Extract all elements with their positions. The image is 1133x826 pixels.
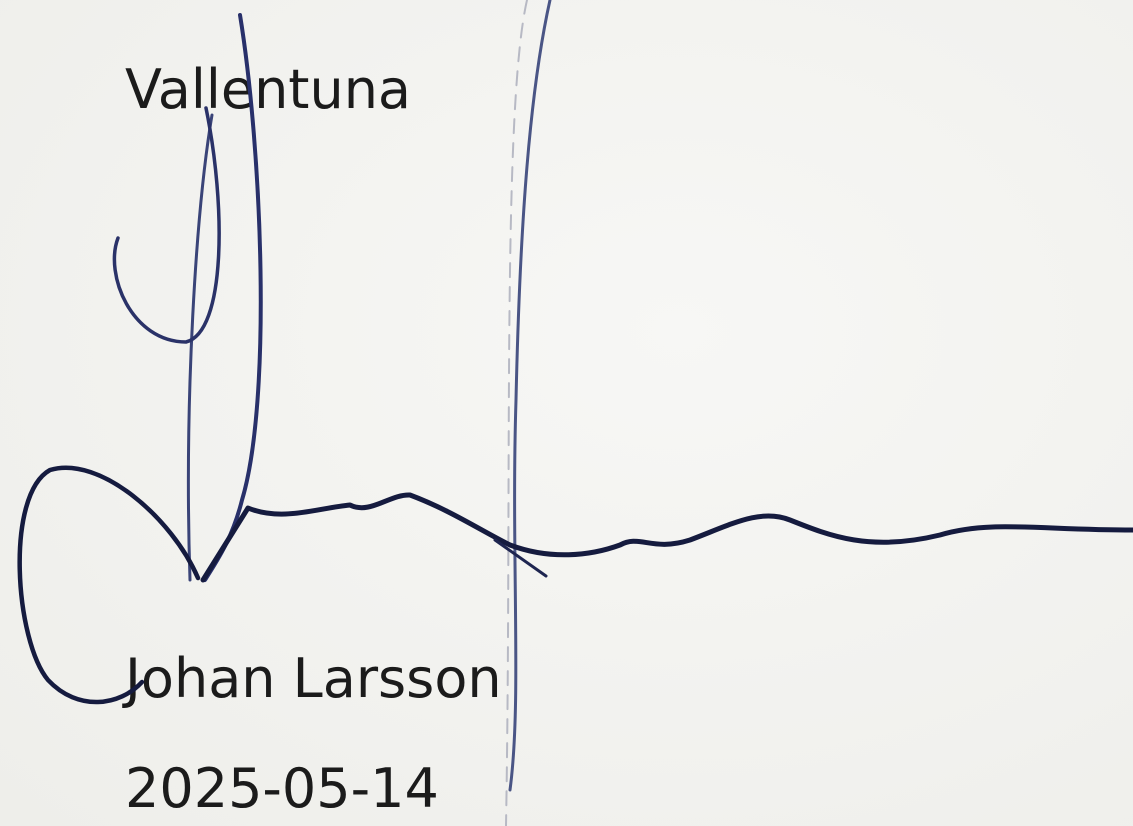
stroke	[114, 108, 219, 342]
stroke	[203, 495, 1133, 580]
signature-strokes	[0, 0, 1133, 826]
stroke	[188, 115, 212, 580]
document-page: Vallentuna Johan Larsson 2025-05-14	[0, 0, 1133, 826]
stroke	[20, 468, 198, 702]
stroke	[510, 0, 550, 790]
stroke	[495, 540, 546, 576]
